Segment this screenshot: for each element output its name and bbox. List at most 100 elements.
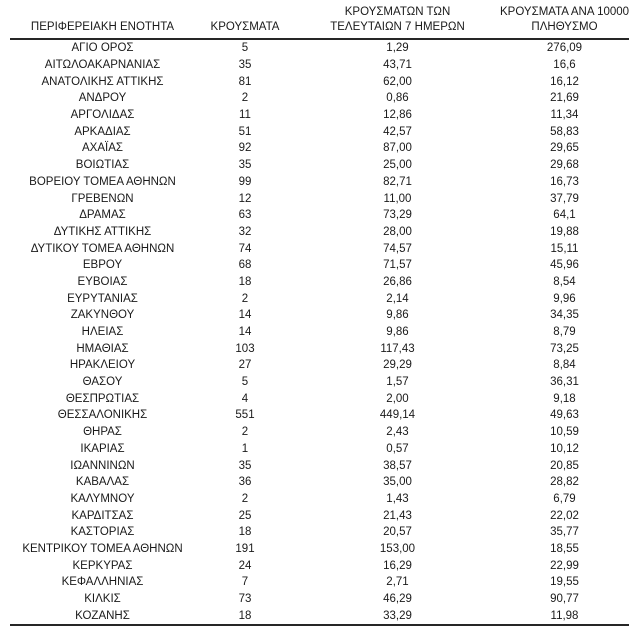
table-row: ΒΟΡΕΙΟΥ ΤΟΜΕΑ ΑΘΗΝΩΝ 99 82,71 16,73 xyxy=(10,174,629,191)
cases-cell: 12 xyxy=(238,192,252,205)
table-row: ΗΛΕΙΑΣ 14 9,86 8,79 xyxy=(10,324,629,341)
table-row: ΘΕΣΣΑΛΟΝΙΚΗΣ 551 449,14 49,63 xyxy=(10,407,629,424)
cases-cell: 1 xyxy=(241,442,249,455)
last7-cell: 28,00 xyxy=(383,225,412,238)
last7-cell: 12,86 xyxy=(383,109,412,122)
cases-cell: 51 xyxy=(238,125,252,138)
per100k-cell: 22,99 xyxy=(550,559,579,572)
table-row: ΓΡΕΒΕΝΩΝ 12 11,00 37,79 xyxy=(10,190,629,207)
table-row: ΚΕΡΚΥΡΑΣ 24 16,29 22,99 xyxy=(10,557,629,574)
header-per100k: ΚΡΟΥΣΜΑΤΑ ΑΝΑ 100000 ΠΛΗΘΥΣΜΟ xyxy=(500,2,629,40)
cases-cell: 74 xyxy=(238,242,252,255)
region-cell: ΒΟΙΩΤΙΑΣ xyxy=(75,159,130,172)
region-cell: ΕΥΒΟΙΑΣ xyxy=(77,275,128,288)
cases-cell: 35 xyxy=(238,459,252,472)
table-row: ΑΧΑΪΑΣ 92 87,00 29,65 xyxy=(10,140,629,157)
per100k-cell: 36,31 xyxy=(550,376,579,389)
region-cell: ΑΝΑΤΟΛΙΚΗΣ ΑΤΤΙΚΗΣ xyxy=(41,75,164,88)
per100k-cell: 8,54 xyxy=(553,275,576,288)
per100k-cell: 15,11 xyxy=(550,242,579,255)
cases-cell: 7 xyxy=(241,576,249,589)
per100k-cell: 11,98 xyxy=(550,609,579,622)
cases-cell: 81 xyxy=(238,75,252,88)
region-cell: ΚΑΡΔΙΤΣΑΣ xyxy=(71,509,134,522)
cases-cell: 24 xyxy=(238,559,252,572)
header-last7-line2: ΤΕΛΕΥΤΑΙΩΝ 7 ΗΜΕΡΩΝ xyxy=(330,21,465,33)
last7-cell: 16,29 xyxy=(383,559,412,572)
cases-cell: 18 xyxy=(238,609,252,622)
cases-cell: 14 xyxy=(238,309,252,322)
header-last7: ΚΡΟΥΣΜΑΤΩΝ ΤΩΝ ΤΕΛΕΥΤΑΙΩΝ 7 ΗΜΕΡΩΝ xyxy=(295,2,500,40)
last7-cell: 2,43 xyxy=(386,426,409,439)
cases-cell: 11 xyxy=(239,109,251,122)
region-cell: ΕΥΡΥΤΑΝΙΑΣ xyxy=(67,292,138,305)
table-row: ΔΥΤΙΚΟΥ ΤΟΜΕΑ ΑΘΗΝΩΝ 74 74,57 15,11 xyxy=(10,240,629,257)
table-row: ΚΙΛΚΙΣ 73 46,29 90,77 xyxy=(10,591,629,608)
region-cell: ΓΡΕΒΕΝΩΝ xyxy=(71,192,134,205)
region-cell: ΔΥΤΙΚΗΣ ΑΤΤΙΚΗΣ xyxy=(53,225,152,238)
last7-cell: 11,00 xyxy=(383,192,412,205)
region-cell: ΘΕΣΣΑΛΟΝΙΚΗΣ xyxy=(57,409,148,422)
region-cell: ΚΕΝΤΡΙΚΟΥ ΤΟΜΕΑ ΑΘΗΝΩΝ xyxy=(22,542,183,555)
cases-cell: 14 xyxy=(238,326,252,339)
per100k-cell: 11,34 xyxy=(550,109,579,122)
table-row: ΕΥΒΟΙΑΣ 18 26,86 8,54 xyxy=(10,274,629,291)
last7-cell: 29,29 xyxy=(383,359,412,372)
per100k-cell: 20,85 xyxy=(550,459,579,472)
per100k-cell: 37,79 xyxy=(550,192,579,205)
cases-cell: 92 xyxy=(238,142,252,155)
per100k-cell: 45,96 xyxy=(550,259,579,272)
cases-cell: 68 xyxy=(238,259,252,272)
cases-cell: 18 xyxy=(238,526,252,539)
per100k-cell: 9,18 xyxy=(553,392,576,405)
per100k-cell: 16,73 xyxy=(550,175,579,188)
region-cell: ΑΡΚΑΔΙΑΣ xyxy=(74,125,131,138)
region-cell: ΑΙΤΩΛΟΑΚΑΡΝΑΝΙΑΣ xyxy=(44,59,161,72)
table-row: ΕΥΡΥΤΑΝΙΑΣ 2 2,14 9,96 xyxy=(10,290,629,307)
table-row: ΙΩΑΝΝΙΝΩΝ 35 38,57 20,85 xyxy=(10,457,629,474)
table-row: ΘΑΣΟΥ 5 1,57 36,31 xyxy=(10,374,629,391)
table-row: ΚΑΡΔΙΤΣΑΣ 25 21,43 22,02 xyxy=(10,507,629,524)
cases-cell: 32 xyxy=(238,225,252,238)
region-cell: ΘΗΡΑΣ xyxy=(83,426,122,439)
last7-cell: 33,29 xyxy=(383,609,412,622)
per100k-cell: 64,1 xyxy=(553,209,576,222)
per100k-cell: 90,77 xyxy=(550,593,579,606)
header-row: ΠΕΡΙΦΕΡΕΙΑΚΗ ΕΝΟΤΗΤΑ ΚΡΟΥΣΜΑΤΑ ΚΡΟΥΣΜΑΤΩ… xyxy=(10,2,629,40)
last7-cell: 42,57 xyxy=(383,125,412,138)
per100k-cell: 6,79 xyxy=(553,492,576,505)
region-cell: ΙΚΑΡΙΑΣ xyxy=(80,442,125,455)
table-row: ΙΚΑΡΙΑΣ 1 0,57 10,12 xyxy=(10,441,629,458)
per100k-cell: 35,77 xyxy=(550,526,579,539)
cases-cell: 551 xyxy=(235,409,255,422)
table-row: ΘΗΡΑΣ 2 2,43 10,59 xyxy=(10,424,629,441)
region-cell: ΚΟΖΑΝΗΣ xyxy=(75,609,130,622)
last7-cell: 43,71 xyxy=(383,59,412,72)
table-row: ΗΡΑΚΛΕΙΟΥ 27 29,29 8,84 xyxy=(10,357,629,374)
last7-cell: 26,86 xyxy=(383,275,412,288)
region-cell: ΚΑΛΥΜΝΟΥ xyxy=(70,492,135,505)
last7-cell: 0,86 xyxy=(386,92,409,105)
cases-cell: 18 xyxy=(238,275,252,288)
cases-cell: 25 xyxy=(238,509,252,522)
last7-cell: 0,57 xyxy=(386,442,409,455)
last7-cell: 2,00 xyxy=(386,392,409,405)
region-cell: ΚΕΡΚΥΡΑΣ xyxy=(72,559,133,572)
cases-cell: 2 xyxy=(241,92,249,105)
cases-cell: 2 xyxy=(241,492,249,505)
per100k-cell: 21,69 xyxy=(550,92,579,105)
region-cell: ΘΑΣΟΥ xyxy=(82,376,123,389)
last7-cell: 87,00 xyxy=(383,142,412,155)
per100k-cell: 73,25 xyxy=(550,342,579,355)
region-cell: ΖΑΚΥΝΘΟΥ xyxy=(70,309,135,322)
table-row: ΚΑΒΑΛΑΣ 36 35,00 28,82 xyxy=(10,474,629,491)
table-row: ΚΑΛΥΜΝΟΥ 2 1,43 6,79 xyxy=(10,491,629,508)
last7-cell: 35,00 xyxy=(383,476,412,489)
per100k-cell: 8,84 xyxy=(553,359,576,372)
last7-cell: 9,86 xyxy=(386,326,409,339)
per100k-cell: 16,6 xyxy=(553,59,576,72)
last7-cell: 74,57 xyxy=(383,242,412,255)
per100k-cell: 19,88 xyxy=(550,225,579,238)
table-row: ΒΟΙΩΤΙΑΣ 35 25,00 29,68 xyxy=(10,157,629,174)
table-header: ΠΕΡΙΦΕΡΕΙΑΚΗ ΕΝΟΤΗΤΑ ΚΡΟΥΣΜΑΤΑ ΚΡΟΥΣΜΑΤΩ… xyxy=(10,2,629,40)
